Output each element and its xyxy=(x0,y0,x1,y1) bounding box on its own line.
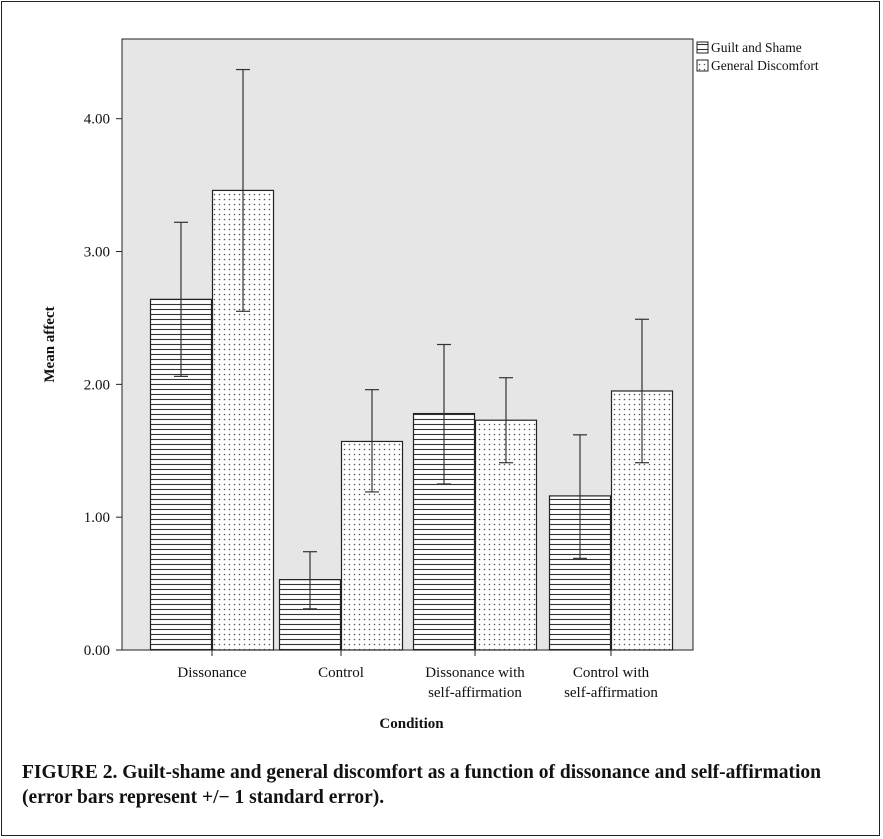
x-tick-label: Control with xyxy=(573,665,650,681)
y-tick-label: 4.00 xyxy=(84,112,110,128)
x-tick-label: self-affirmation xyxy=(564,685,658,701)
legend-label-0: Guilt and Shame xyxy=(711,40,802,55)
error-bars-layer xyxy=(174,68,649,610)
legend: Guilt and Shame General Discomfort xyxy=(696,40,819,73)
y-axis-label: Mean affect xyxy=(42,306,58,382)
x-tick-label: Dissonance xyxy=(177,665,246,681)
legend-label-1: General Discomfort xyxy=(711,58,819,73)
x-tick-label: Dissonance with xyxy=(425,665,525,681)
axes-layer: Dissonance Control Dissonance with self-aff… xyxy=(84,112,659,701)
bar-general-discomfort-3 xyxy=(610,390,674,651)
legend-swatch-0 xyxy=(696,41,709,54)
legend-swatch-1 xyxy=(696,59,709,72)
bar-guilt-shame-1 xyxy=(278,579,342,651)
y-tick-label: 1.00 xyxy=(84,510,110,526)
y-tick-label: 3.00 xyxy=(84,245,110,261)
figure-caption: FIGURE 2. Guilt-shame and general discom… xyxy=(22,762,821,808)
bar-chart: Dissonance Control Dissonance with self-aff… xyxy=(42,38,819,732)
y-tick-label: 0.00 xyxy=(84,643,110,659)
x-tick-label: self-affirmation xyxy=(428,685,522,701)
x-axis-label: Condition xyxy=(379,716,444,732)
y-tick-label: 2.00 xyxy=(84,377,110,393)
x-tick-label: Control xyxy=(318,665,364,681)
